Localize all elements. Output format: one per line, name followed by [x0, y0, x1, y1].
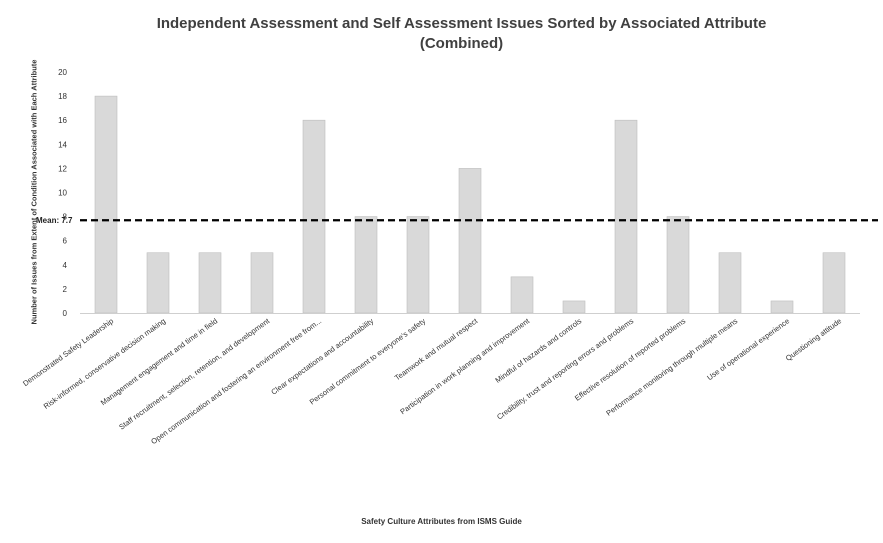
y-tick-label: 20	[58, 68, 67, 77]
bar-13	[718, 252, 742, 314]
bar-5	[302, 119, 326, 314]
chart-title-main: Independent Assessment and Self Assessme…	[156, 15, 767, 32]
bar-7	[406, 216, 430, 314]
chart-subtitle: (Combined)	[419, 35, 504, 52]
y-tick-label: 2	[63, 285, 68, 294]
y-tick-label: 12	[58, 164, 67, 173]
x-tick-label: Teamwork and mutual respect	[393, 316, 480, 383]
bar-8	[458, 168, 482, 314]
y-tick-label: 16	[58, 116, 67, 125]
bar-9	[510, 276, 534, 314]
bar-15	[822, 252, 846, 314]
x-tick-label: Mindful of hazards and controls	[494, 316, 584, 385]
y-tick-label: 18	[58, 92, 67, 101]
x-tick-label: Clear expectations and accountability	[269, 316, 375, 396]
bar-1	[94, 95, 118, 314]
y-tick-label: 8	[63, 213, 68, 222]
bar-12	[666, 216, 690, 314]
x-tick-label: Demonstrated Safety Leadership	[21, 316, 115, 388]
y-tick-label: 10	[58, 189, 67, 198]
y-tick-label: 0	[63, 309, 68, 318]
bar-4	[250, 252, 274, 314]
chart-title: Independent Assessment and Self Assessme…	[40, 14, 883, 54]
x-tick-label: Questioning attitude	[784, 316, 843, 362]
x-axis-title: Safety Culture Attributes from ISMS Guid…	[361, 517, 522, 526]
bar-6	[354, 216, 378, 314]
x-tick-label: Use of operational experience	[705, 316, 791, 382]
y-tick-label: 6	[63, 237, 68, 246]
bar-2	[146, 252, 170, 314]
y-tick-label: 4	[63, 261, 68, 270]
mean-label: Mean: 7.7	[36, 216, 73, 225]
x-tick-label: Personal commitment to everyone's safety	[308, 316, 428, 406]
y-tick-label: 14	[58, 140, 67, 149]
bar-3	[198, 252, 222, 314]
bar-14	[770, 300, 794, 314]
bar-10	[562, 300, 586, 314]
x-tick-label: Effective resolution of reported problem…	[573, 316, 687, 402]
bar-11	[614, 119, 638, 314]
